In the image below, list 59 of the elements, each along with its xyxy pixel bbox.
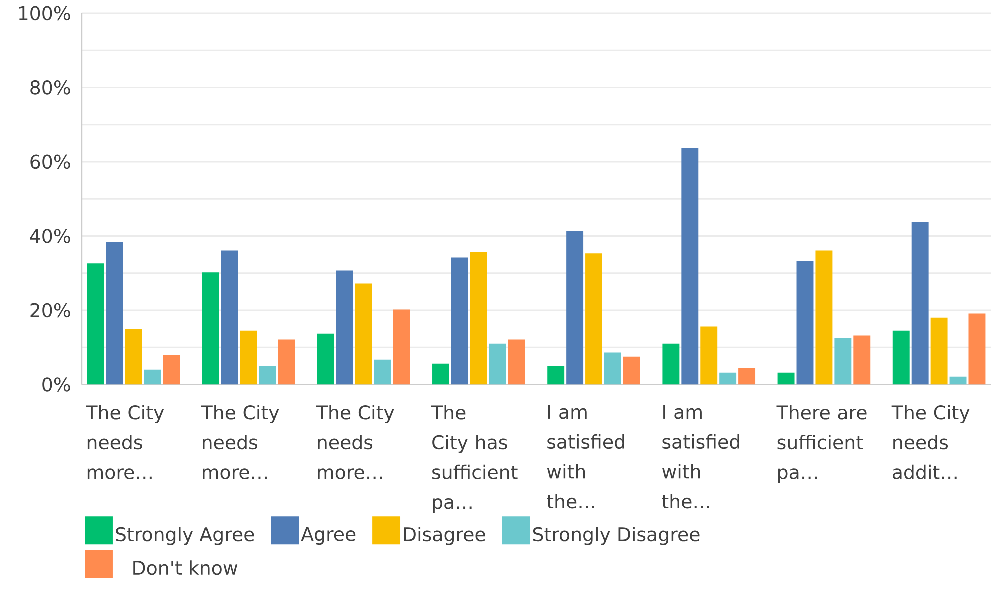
bar [930, 318, 948, 385]
bar [700, 326, 718, 385]
x-tick-label: There are sufficient pa… [776, 405, 867, 483]
bar [374, 360, 392, 385]
bar [393, 310, 410, 385]
x-tick-label: The City has sufficient pa… [431, 405, 518, 513]
y-tick-label: 40% [30, 228, 70, 244]
legend-label: Don't know [134, 560, 238, 576]
bar [202, 272, 220, 385]
y-tick-label: 0% [42, 377, 70, 392]
bar [720, 372, 737, 385]
y-tick-label: 20% [30, 303, 70, 318]
bar [259, 366, 276, 385]
bar [548, 366, 565, 385]
x-tick-label: The City needs more… [201, 405, 280, 480]
legend-label: Strongly Disagree [533, 526, 700, 546]
bar [163, 354, 180, 385]
x-tick-label: I am satisfied with the… [662, 405, 740, 509]
x-tick-label: The City needs more… [316, 405, 394, 480]
bar [834, 338, 852, 385]
x-tick-label: The City needs addit… [892, 405, 970, 480]
bar [336, 270, 354, 385]
bar [106, 242, 124, 385]
x-tick-label: The City needs more… [86, 405, 164, 480]
bar [125, 328, 142, 385]
bar [854, 336, 871, 385]
bar [451, 258, 468, 385]
bar [144, 370, 162, 385]
bar [432, 364, 450, 385]
bar [508, 340, 526, 385]
legend-label: Strongly Agree [116, 526, 254, 546]
bar [489, 344, 506, 385]
bar [816, 250, 833, 385]
bar [586, 254, 603, 385]
y-tick-label: 60% [30, 154, 70, 169]
bar [278, 340, 296, 385]
bar [892, 330, 910, 385]
bar [662, 344, 680, 385]
bar [968, 314, 986, 385]
bar [566, 231, 584, 385]
bar [87, 264, 104, 385]
bar [355, 284, 372, 385]
bar [604, 352, 622, 385]
bar [912, 222, 929, 385]
legend-label: Agree [301, 527, 356, 545]
bar [950, 376, 967, 385]
y-tick-label: 80% [30, 80, 70, 95]
bar [682, 148, 699, 385]
bar [796, 261, 814, 385]
legend-label: Disagree [404, 526, 486, 546]
bar [240, 330, 258, 385]
bar [221, 250, 238, 385]
y-tick-label: 100% [19, 6, 70, 20]
bar [470, 252, 488, 385]
bar [317, 334, 334, 385]
x-tick-label: I am satisfied with the… [547, 405, 624, 509]
bar [778, 372, 795, 385]
bar [623, 356, 640, 385]
bar [738, 368, 756, 385]
